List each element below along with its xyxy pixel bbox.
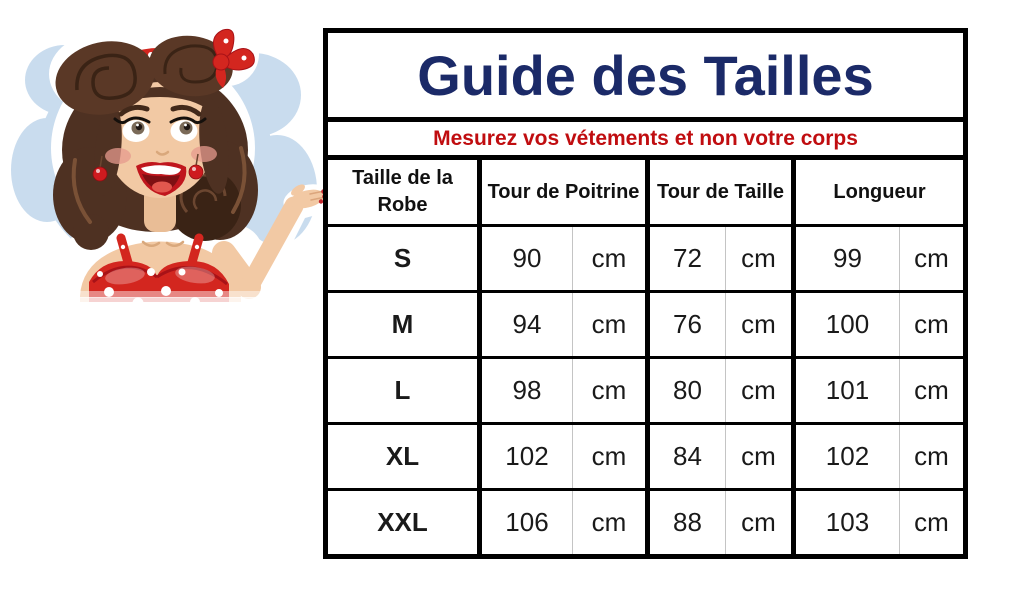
- length-value-cell: 100: [791, 291, 900, 359]
- table-row-l: L 98 cm 80 cm 101 cm: [325, 357, 966, 425]
- length-value-cell: 99: [791, 225, 900, 293]
- waist-unit-cell: cm: [725, 489, 794, 558]
- cherry-earrings: [92, 153, 204, 182]
- size-cell: M: [325, 291, 480, 359]
- chest-unit-cell: cm: [572, 225, 648, 293]
- chest-unit-cell: cm: [572, 291, 648, 359]
- chest-value-cell: 90: [477, 225, 573, 293]
- waist-value-cell: 88: [645, 489, 726, 558]
- chest-value-cell: 106: [477, 489, 573, 558]
- page-title: Guide des Tailles: [325, 30, 966, 122]
- length-value-cell: 101: [791, 357, 900, 425]
- bandana-bow: [212, 28, 255, 88]
- waist-unit-cell: cm: [725, 423, 794, 491]
- header-row: Taille de la Robe Tour de Poitrine Tour …: [325, 157, 966, 227]
- waist-value-cell: 80: [645, 357, 726, 425]
- size-cell: XL: [325, 423, 480, 491]
- table-row-s: S 90 cm 72 cm 99 cm: [325, 225, 966, 293]
- length-unit-cell: cm: [899, 291, 966, 359]
- chest-value-cell: 102: [477, 423, 573, 491]
- waist-value-cell: 76: [645, 291, 726, 359]
- size-cell: L: [325, 357, 480, 425]
- chest-unit-cell: cm: [572, 357, 648, 425]
- subtitle-note: Mesurez vos vétements et non votre corps: [325, 119, 966, 160]
- subtitle-row: Mesurez vos vétements et non votre corps: [325, 119, 966, 160]
- col-header-dress-size: Taille de la Robe: [325, 157, 480, 227]
- size-cell: S: [325, 225, 480, 293]
- table-row-xxl: XXL 106 cm 88 cm 103 cm: [325, 489, 966, 558]
- chest-value-cell: 94: [477, 291, 573, 359]
- length-unit-cell: cm: [899, 489, 966, 558]
- waist-unit-cell: cm: [725, 225, 794, 293]
- length-unit-cell: cm: [899, 423, 966, 491]
- length-value-cell: 103: [791, 489, 900, 558]
- size-cell: XXL: [325, 489, 480, 558]
- col-header-waist: Tour de Taille: [645, 157, 794, 227]
- length-unit-cell: cm: [899, 357, 966, 425]
- length-value-cell: 102: [791, 423, 900, 491]
- waist-value-cell: 84: [645, 423, 726, 491]
- chest-value-cell: 98: [477, 357, 573, 425]
- table-row-xl: XL 102 cm 84 cm 102 cm: [325, 423, 966, 491]
- size-guide-table: Guide des Tailles Mesurez vos vétements …: [323, 28, 968, 559]
- col-header-length: Longueur: [791, 157, 966, 227]
- waist-unit-cell: cm: [725, 357, 794, 425]
- col-header-chest: Tour de Poitrine: [477, 157, 648, 227]
- pinup-girl-illustration: [5, 22, 335, 310]
- facial-features: [105, 104, 217, 196]
- table-row-m: M 94 cm 76 cm 100 cm: [325, 291, 966, 359]
- victory-rolls: [55, 35, 233, 115]
- neck: [144, 186, 176, 232]
- length-unit-cell: cm: [899, 225, 966, 293]
- bottom-fade: [5, 291, 335, 310]
- title-row: Guide des Tailles: [325, 30, 966, 122]
- waist-unit-cell: cm: [725, 291, 794, 359]
- waist-value-cell: 72: [645, 225, 726, 293]
- chest-unit-cell: cm: [572, 489, 648, 558]
- chest-unit-cell: cm: [572, 423, 648, 491]
